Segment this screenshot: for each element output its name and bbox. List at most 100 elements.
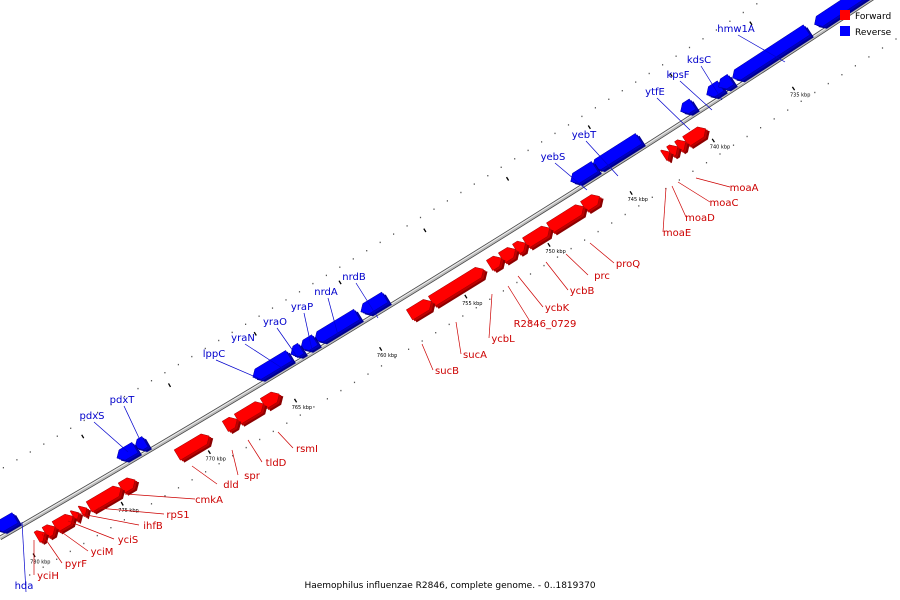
minor-tick xyxy=(231,331,233,334)
forward-label-leader xyxy=(41,533,63,564)
minor-tick xyxy=(29,574,31,576)
minor-tick xyxy=(83,542,85,545)
forward-label-leader xyxy=(124,493,196,500)
forward-label-leader xyxy=(507,285,532,324)
reverse-label-leader xyxy=(276,327,299,359)
forward-gene-box xyxy=(580,194,600,212)
minor-tick xyxy=(218,339,220,342)
minor-tick xyxy=(2,467,4,469)
forward-label-leader xyxy=(455,321,462,355)
caption: Haemophilus influenzae R2846, complete g… xyxy=(304,581,595,591)
reverse-label-leader xyxy=(679,80,713,111)
minor-tick xyxy=(742,11,744,14)
minor-tick xyxy=(514,158,516,160)
minor-tick xyxy=(366,250,368,252)
forward-gene-box xyxy=(674,139,686,153)
minor-tick xyxy=(96,534,98,537)
minor-tick xyxy=(675,55,677,57)
minor-tick xyxy=(516,281,518,284)
forward-gene-label: moaD xyxy=(685,213,715,224)
minor-tick xyxy=(651,196,653,198)
minor-tick xyxy=(688,46,691,49)
reverse-gene-box xyxy=(814,0,864,27)
ruler-minor-ticks xyxy=(2,3,897,576)
tick-label: 765 kbp xyxy=(292,405,312,411)
reverse-label-leader xyxy=(700,65,723,101)
forward-gene-box xyxy=(85,485,122,513)
tick-label: 740 kbp xyxy=(710,145,730,151)
ruler-major-ticks: 735 kbp 740 kbp 745 kbp 750 kbp 755 kbp 760 k… xyxy=(30,21,810,566)
forward-gene-label: moaC xyxy=(710,198,739,209)
reverse-label-leader xyxy=(215,359,259,379)
tick-label: 735 kbp xyxy=(790,93,810,99)
forward-gene-label: ycbB xyxy=(570,286,595,297)
minor-tick xyxy=(705,162,708,164)
minor-tick xyxy=(326,398,328,400)
reverse-gene-label: pdxS xyxy=(80,411,105,422)
forward-gene-label: tldD xyxy=(266,458,287,469)
minor-tick xyxy=(408,348,410,350)
forward-gene-label: yciH xyxy=(37,571,59,582)
minor-tick xyxy=(895,38,897,40)
minor-tick xyxy=(204,347,206,350)
minor-tick xyxy=(379,241,381,244)
minor-tick xyxy=(773,118,775,120)
gene-features xyxy=(0,0,871,545)
legend-forward-label: Forward xyxy=(855,12,891,22)
minor-tick xyxy=(746,135,748,138)
minor-tick xyxy=(419,216,422,219)
forward-gene-label: proQ xyxy=(616,259,640,270)
tick-label: 770 kbp xyxy=(206,457,226,463)
reverse-gene-label: yraO xyxy=(263,317,287,328)
minor-tick xyxy=(556,256,559,258)
minor-tick xyxy=(177,363,179,366)
minor-tick xyxy=(760,127,762,129)
forward-gene-box xyxy=(221,416,238,432)
minor-tick xyxy=(729,20,731,22)
minor-tick xyxy=(164,495,166,497)
minor-tick xyxy=(150,380,153,382)
minor-tick xyxy=(678,179,680,181)
legend: Forward Reverse xyxy=(840,10,892,38)
forward-gene-label: prc xyxy=(594,271,610,282)
minor-tick xyxy=(594,107,596,109)
forward-label-leader xyxy=(695,177,731,188)
forward-gene-label: ihfB xyxy=(143,521,163,532)
minor-tick xyxy=(624,213,626,216)
major-tick xyxy=(167,383,172,388)
forward-label-leader xyxy=(191,465,218,485)
reverse-gene-box xyxy=(570,161,599,184)
tick-label: 745 kbp xyxy=(628,197,648,203)
reverse-gene-box xyxy=(290,342,305,357)
reverse-gene-box xyxy=(252,350,293,380)
minor-tick xyxy=(502,290,504,292)
minor-tick xyxy=(110,527,112,529)
minor-tick xyxy=(448,323,450,326)
reverse-gene-box xyxy=(732,24,811,81)
minor-tick xyxy=(177,487,180,489)
minor-tick xyxy=(312,282,314,285)
minor-tick xyxy=(299,414,301,416)
forward-label-leader xyxy=(55,527,89,552)
minor-tick xyxy=(83,419,85,422)
minor-tick xyxy=(446,200,448,202)
minor-tick xyxy=(313,406,315,408)
minor-tick xyxy=(164,372,166,374)
reverse-label-leader xyxy=(21,521,27,593)
forward-gene-label: moaE xyxy=(663,228,691,239)
minor-tick xyxy=(692,170,694,172)
major-tick xyxy=(81,434,85,439)
minor-tick xyxy=(529,273,532,275)
reverse-gene-label: kdsC xyxy=(687,55,711,66)
minor-tick xyxy=(621,90,623,92)
minor-tick xyxy=(353,381,356,384)
minor-tick xyxy=(489,298,491,300)
forward-label-leader xyxy=(517,275,544,308)
minor-tick xyxy=(527,149,529,152)
minor-tick xyxy=(715,29,717,31)
reverse-gene-label: lppC xyxy=(203,349,225,360)
minor-tick xyxy=(123,519,125,521)
minor-tick xyxy=(258,315,260,317)
